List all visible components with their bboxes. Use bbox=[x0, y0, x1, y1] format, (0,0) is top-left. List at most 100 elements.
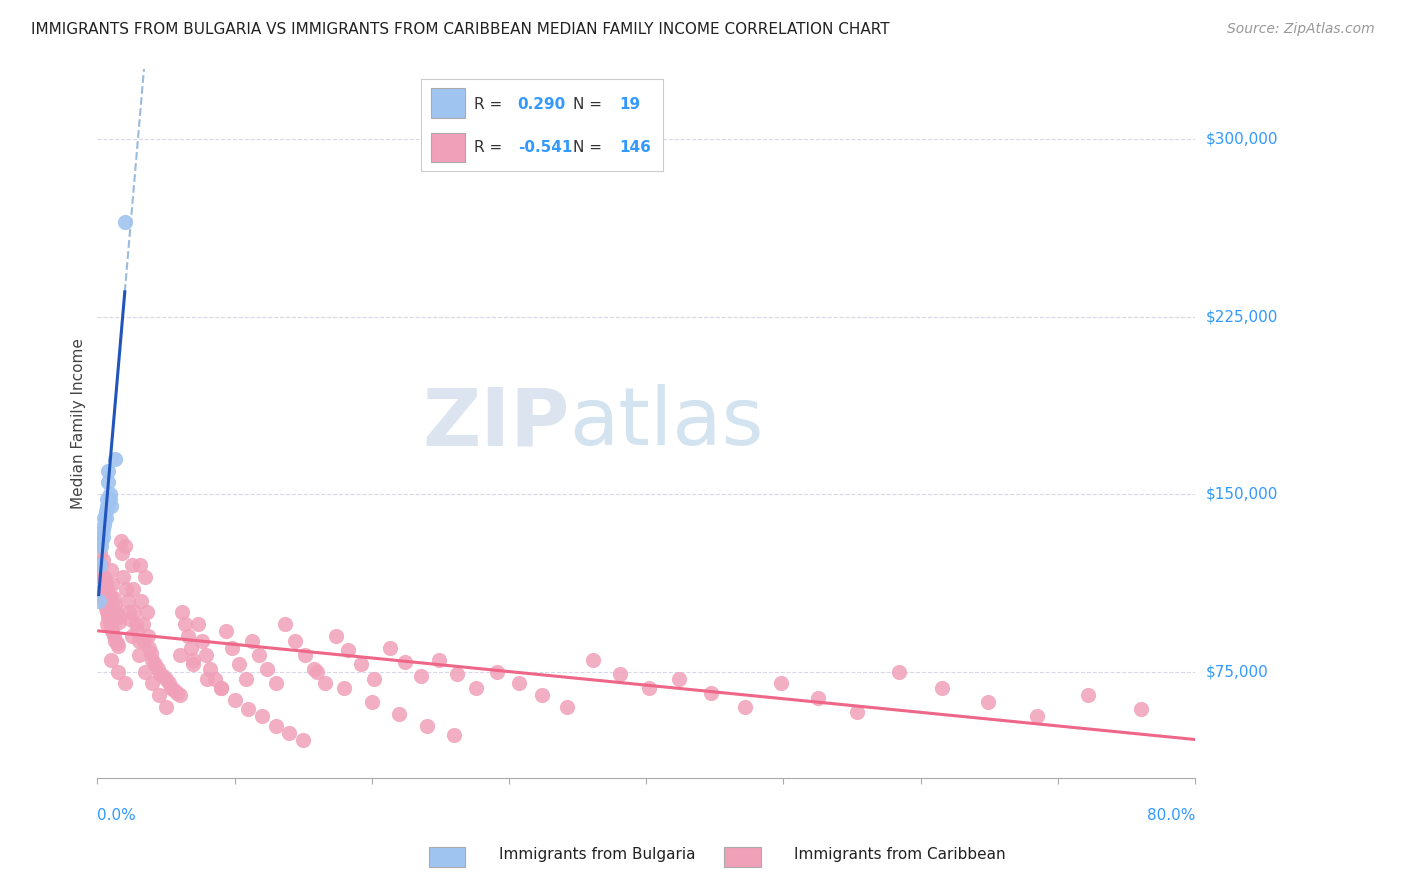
Point bbox=[363, 672, 385, 686]
Point bbox=[94, 600, 117, 615]
Point bbox=[734, 700, 756, 714]
Point bbox=[97, 463, 120, 477]
Point bbox=[302, 662, 325, 676]
Point bbox=[415, 719, 437, 733]
Point bbox=[122, 582, 145, 596]
Point bbox=[360, 695, 382, 709]
Point bbox=[114, 676, 136, 690]
Point bbox=[305, 665, 328, 679]
Text: ZIP: ZIP bbox=[422, 384, 569, 462]
Point bbox=[238, 702, 260, 716]
Point bbox=[247, 648, 270, 662]
Point bbox=[638, 681, 661, 695]
Point bbox=[250, 709, 273, 723]
Point bbox=[96, 491, 118, 506]
Point bbox=[931, 681, 953, 695]
Point bbox=[131, 617, 153, 632]
Point bbox=[103, 591, 125, 606]
Point bbox=[93, 593, 115, 607]
Point bbox=[508, 676, 530, 690]
Point bbox=[98, 487, 121, 501]
Point bbox=[769, 676, 792, 690]
Point bbox=[104, 599, 127, 613]
Point bbox=[887, 665, 910, 679]
Point bbox=[128, 648, 150, 662]
Point bbox=[209, 681, 232, 695]
Point bbox=[337, 643, 360, 657]
Point bbox=[121, 558, 143, 573]
Point bbox=[264, 719, 287, 733]
Point bbox=[157, 676, 180, 690]
Point bbox=[121, 629, 143, 643]
Point bbox=[90, 558, 112, 573]
Point bbox=[443, 728, 465, 742]
Point bbox=[228, 657, 250, 672]
Point bbox=[125, 617, 148, 632]
Point bbox=[136, 629, 159, 643]
Point bbox=[96, 582, 118, 596]
Point bbox=[128, 633, 150, 648]
Point bbox=[1130, 702, 1153, 716]
Point bbox=[90, 586, 112, 600]
Point bbox=[333, 681, 356, 695]
Point bbox=[114, 539, 136, 553]
Point bbox=[98, 615, 121, 629]
Point bbox=[93, 511, 115, 525]
Point bbox=[101, 577, 124, 591]
Point bbox=[977, 695, 1000, 709]
Point bbox=[221, 640, 243, 655]
Point bbox=[172, 606, 194, 620]
Point bbox=[139, 646, 162, 660]
Point bbox=[278, 726, 301, 740]
Point bbox=[186, 617, 208, 632]
Point bbox=[98, 589, 121, 603]
Point bbox=[1026, 709, 1049, 723]
Point bbox=[169, 688, 191, 702]
Point bbox=[183, 657, 205, 672]
Point bbox=[148, 688, 170, 702]
Point bbox=[204, 672, 226, 686]
Point bbox=[314, 676, 336, 690]
Point bbox=[609, 666, 631, 681]
Point bbox=[807, 690, 830, 705]
Point bbox=[294, 648, 316, 662]
Point bbox=[118, 606, 141, 620]
Text: $300,000: $300,000 bbox=[1206, 132, 1278, 147]
Text: Source: ZipAtlas.com: Source: ZipAtlas.com bbox=[1227, 22, 1375, 37]
Point bbox=[235, 672, 257, 686]
Point bbox=[100, 619, 122, 633]
Point bbox=[242, 633, 264, 648]
Point bbox=[91, 530, 114, 544]
Point bbox=[555, 700, 578, 714]
Point bbox=[108, 615, 131, 629]
Point bbox=[127, 624, 149, 639]
Point bbox=[149, 666, 172, 681]
Point bbox=[93, 570, 115, 584]
Text: $150,000: $150,000 bbox=[1206, 487, 1278, 501]
Point bbox=[146, 662, 169, 676]
Point bbox=[105, 606, 128, 620]
Point bbox=[104, 633, 127, 648]
Point bbox=[89, 570, 111, 584]
Point bbox=[155, 700, 177, 714]
Point bbox=[427, 653, 450, 667]
Point bbox=[141, 653, 163, 667]
Point bbox=[264, 676, 287, 690]
Point bbox=[94, 511, 117, 525]
Point bbox=[256, 662, 278, 676]
Point bbox=[97, 586, 120, 600]
Point bbox=[183, 653, 205, 667]
Point bbox=[194, 648, 217, 662]
Point bbox=[446, 666, 468, 681]
Point bbox=[112, 570, 135, 584]
Point bbox=[107, 639, 129, 653]
Point bbox=[195, 672, 218, 686]
Point bbox=[90, 534, 112, 549]
Point bbox=[135, 606, 157, 620]
Point bbox=[530, 688, 553, 702]
Point bbox=[103, 629, 125, 643]
Point bbox=[96, 499, 118, 513]
Point bbox=[87, 563, 110, 577]
Point bbox=[350, 657, 373, 672]
Point bbox=[97, 475, 120, 490]
